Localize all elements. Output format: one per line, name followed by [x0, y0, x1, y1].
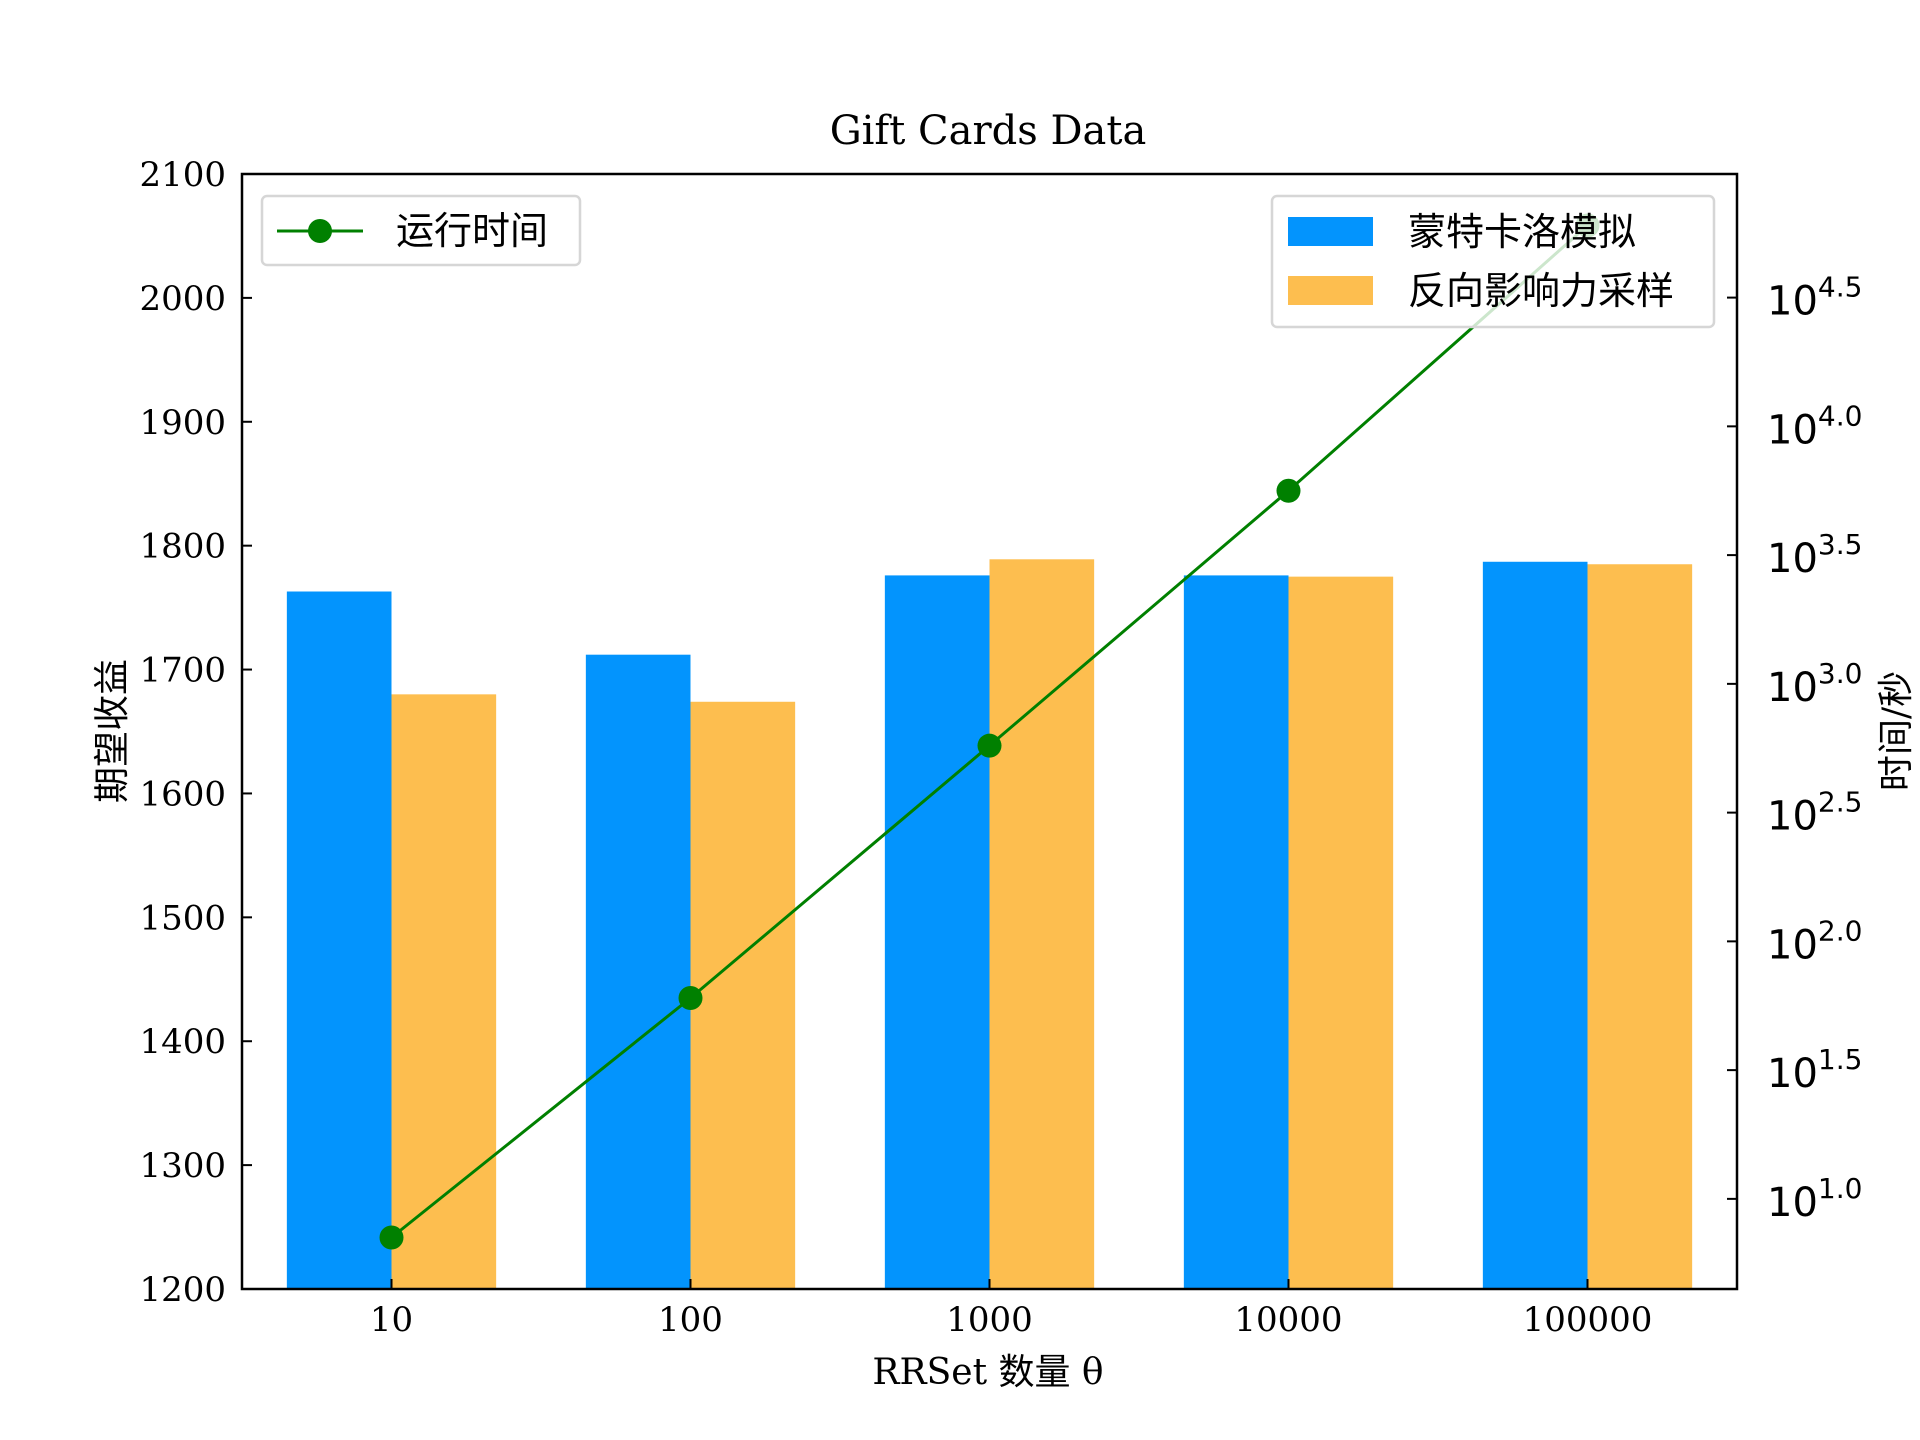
y-tick-label: 1300	[139, 1146, 226, 1186]
bar-monte-carlo-100000	[1482, 561, 1588, 1289]
y-tick-label: 1700	[139, 651, 226, 691]
legend-swatch-monte-carlo	[1288, 217, 1373, 246]
y2-tick-label: 101.5	[1767, 1043, 1862, 1097]
bar-reverse-sampling-10	[391, 694, 497, 1289]
bar-reverse-sampling-10000	[1288, 576, 1394, 1289]
bar-reverse-sampling-1000	[989, 559, 1095, 1289]
x-axis: 10 100 1000 10000 100000	[370, 1279, 1653, 1340]
y-axis-right: 101.0 101.5 102.0 102.5 103.0 103.5 104.0 104.5	[1727, 271, 1862, 1226]
legend-left: 运行时间	[260, 194, 582, 267]
y2-axis-label: 时间/秒	[1876, 671, 1917, 791]
x-axis-label: RRSet 数量 θ	[872, 1352, 1103, 1393]
y2-tick-label: 101.0	[1767, 1172, 1862, 1226]
legend-left-frame	[260, 194, 582, 267]
y2-tick-label: 102.5	[1767, 786, 1862, 840]
legend-right-frame	[1270, 194, 1716, 329]
x-tick-label: 1000	[946, 1300, 1033, 1340]
runtime-point-10000	[1276, 478, 1301, 503]
bar-reverse-sampling-100000	[1587, 564, 1693, 1289]
runtime-point-100	[678, 986, 703, 1011]
runtime-point-1000	[977, 733, 1002, 758]
x-tick-label: 10000	[1234, 1300, 1342, 1340]
legend-line-marker	[308, 219, 332, 243]
bar-monte-carlo-1000	[884, 575, 990, 1289]
bar-monte-carlo-10000	[1183, 575, 1289, 1289]
y2-tick-label: 104.0	[1767, 399, 1862, 453]
legend-label-reverse-sampling: 反向影响力采样	[1408, 269, 1674, 313]
chart-title: Gift Cards Data	[830, 108, 1147, 154]
y2-tick-label: 104.5	[1767, 271, 1862, 325]
runtime-point-10	[379, 1225, 404, 1250]
bar-reverse-sampling-100	[690, 701, 796, 1289]
y2-tick-label: 102.0	[1767, 914, 1862, 968]
y-tick-label: 1400	[139, 1022, 226, 1062]
legend-right: 蒙特卡洛模拟 反向影响力采样	[1270, 194, 1716, 329]
y-tick-label: 2100	[139, 155, 226, 195]
y-tick-label: 2000	[139, 279, 226, 319]
bars-layer	[286, 559, 1693, 1289]
y-axis-left: 1200 1300 1400 1500 1600 1700 1800 1900 2000 2100	[139, 155, 252, 1310]
y-tick-label: 1600	[139, 774, 226, 814]
legend-swatch-reverse-sampling	[1288, 276, 1373, 305]
y2-tick-label: 103.5	[1767, 528, 1862, 582]
bar-monte-carlo-100	[585, 654, 691, 1289]
y-tick-label: 1800	[139, 527, 226, 567]
y-tick-label: 1500	[139, 898, 226, 938]
x-tick-label: 100	[658, 1300, 723, 1340]
bar-monte-carlo-10	[286, 591, 392, 1289]
x-tick-label: 10	[370, 1300, 413, 1340]
x-tick-label: 100000	[1523, 1300, 1653, 1340]
y-axis-label: 期望收益	[92, 659, 133, 803]
y-tick-label: 1900	[139, 403, 226, 443]
legend-line-label: 运行时间	[396, 209, 548, 253]
y2-tick-label: 103.0	[1767, 657, 1862, 711]
y-tick-label: 1200	[139, 1270, 226, 1310]
legend-label-monte-carlo: 蒙特卡洛模拟	[1408, 210, 1636, 254]
